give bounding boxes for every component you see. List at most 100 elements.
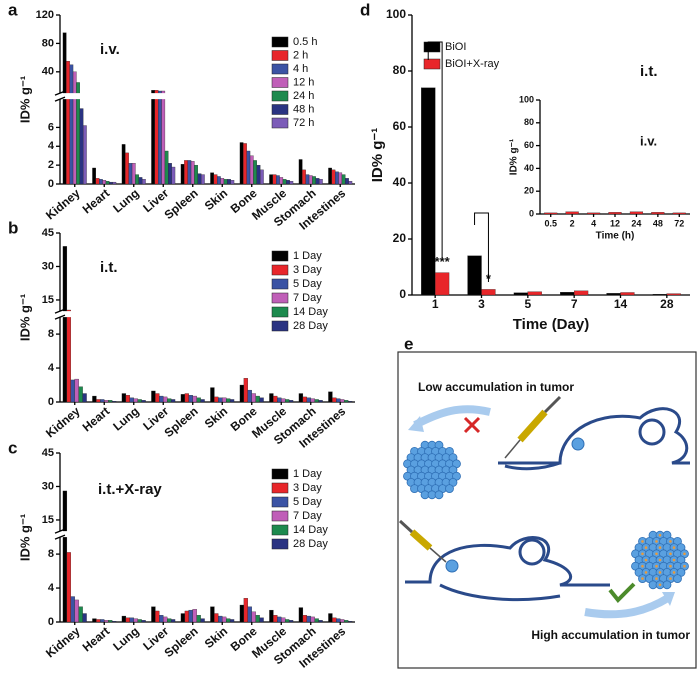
bar <box>229 619 235 623</box>
cross-mark <box>463 416 481 434</box>
bar <box>121 615 127 623</box>
particle <box>641 577 644 580</box>
bar <box>226 618 231 623</box>
bar <box>298 159 303 185</box>
bar <box>288 620 294 623</box>
bar <box>214 613 219 623</box>
bar <box>318 400 323 403</box>
y-tick-label: 8 <box>48 328 54 340</box>
legend-label: 14 Day <box>293 524 328 536</box>
bar <box>62 246 68 403</box>
bar <box>298 607 304 623</box>
bar <box>328 613 333 623</box>
bar <box>302 169 306 185</box>
panel-letter: e <box>404 334 413 353</box>
x-tick-label: Lung <box>110 186 141 216</box>
bar <box>347 621 353 623</box>
bar <box>69 64 74 185</box>
bar <box>544 212 558 215</box>
legend-label: 24 h <box>293 90 314 102</box>
bar <box>306 397 311 403</box>
bar <box>340 619 345 623</box>
bar <box>62 32 67 185</box>
annotation: i.t. <box>100 259 118 276</box>
bar <box>586 212 601 215</box>
bar <box>285 619 290 623</box>
top-label: Low accumulation in tumor <box>418 380 574 394</box>
bar <box>282 179 287 185</box>
bar <box>74 378 79 403</box>
bar <box>672 212 686 215</box>
bar <box>259 397 264 403</box>
legend-label: BiOI <box>445 41 466 53</box>
bar <box>253 160 257 185</box>
particle <box>672 558 676 562</box>
inset-bg <box>500 95 692 245</box>
bar <box>332 617 337 623</box>
y-tick-label: 60 <box>524 140 534 150</box>
legend-swatch <box>271 36 289 48</box>
x-tick-label: Kidney <box>43 624 83 661</box>
bar <box>188 395 193 403</box>
bar <box>210 387 215 403</box>
bar <box>308 175 313 185</box>
bar <box>220 178 225 185</box>
bar <box>190 161 195 185</box>
particle <box>655 540 658 543</box>
annotation: i.t.+X-ray <box>98 481 162 498</box>
bar <box>243 598 248 623</box>
legend-swatch <box>423 41 441 53</box>
bar <box>336 398 341 403</box>
bar <box>255 615 260 623</box>
particle <box>644 571 648 574</box>
bar <box>180 394 186 403</box>
bar <box>171 166 176 185</box>
bar <box>170 619 176 623</box>
bar <box>331 169 336 185</box>
y-tick-label: 0 <box>399 287 406 301</box>
legend-label: 2 h <box>293 49 308 61</box>
bar <box>255 395 260 403</box>
axis-break-mark <box>54 308 66 314</box>
bar <box>92 395 97 403</box>
x-tick-label: 14 <box>614 297 628 311</box>
legend-label: BiOI+X-ray <box>445 58 500 70</box>
bar <box>129 397 134 403</box>
legend-swatch <box>271 63 289 75</box>
x-tick-label: 3 <box>478 297 485 311</box>
y-tick-label: 40 <box>42 66 54 78</box>
bar <box>306 615 311 623</box>
syringe-needle <box>504 439 521 459</box>
bar <box>92 167 96 185</box>
arrow-head <box>662 592 675 606</box>
bar <box>286 180 290 185</box>
bar <box>66 309 71 403</box>
bar <box>155 393 160 403</box>
particle <box>641 564 644 568</box>
bar <box>272 174 277 185</box>
bar <box>131 163 136 185</box>
bar <box>222 397 227 403</box>
axis-break-mark <box>54 528 66 534</box>
y-tick-label: 80 <box>393 63 407 77</box>
particle <box>658 558 662 562</box>
y-tick-label: 2 <box>48 159 54 171</box>
bar <box>142 179 146 185</box>
bar <box>606 293 621 296</box>
bar <box>560 292 575 296</box>
legend-swatch <box>271 524 289 536</box>
bar <box>108 620 113 623</box>
x-tick-label: 48 <box>653 218 663 228</box>
bar <box>435 272 450 296</box>
bar <box>277 616 282 623</box>
check-mark <box>608 582 636 603</box>
legend-swatch <box>271 250 289 262</box>
y-tick-label: 4 <box>48 582 55 594</box>
bar <box>167 618 172 623</box>
bar <box>108 400 113 403</box>
bar <box>70 596 75 623</box>
legend-label: 3 Day <box>293 264 322 276</box>
bar <box>111 621 117 623</box>
bar <box>340 399 345 403</box>
particle <box>658 533 662 537</box>
